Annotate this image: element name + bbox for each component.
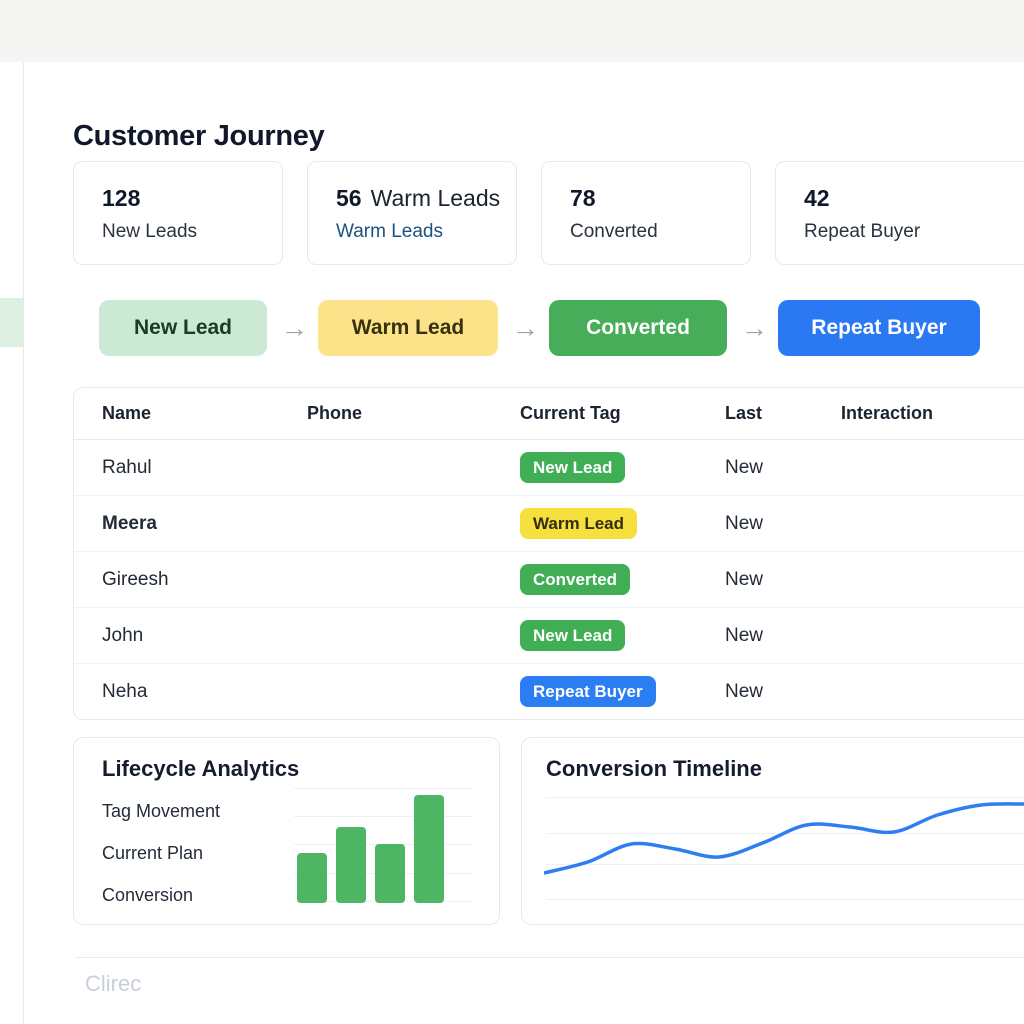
stat-value: 128 [102,185,141,211]
table-row: Meera Warm Lead New [74,496,1024,552]
left-rail [0,62,24,1024]
tag-badge: New Lead [520,619,626,652]
cell-last: New [725,680,764,702]
panel-title: Lifecycle Analytics [102,756,300,781]
stage-label: New Lead [133,316,233,339]
footer-divider [75,957,1024,958]
table-row: John New Lead New [74,608,1024,664]
stat-label: Converted [570,221,658,242]
table-row: Rahul New Lead New [74,440,1024,496]
bar [336,827,366,903]
timeline-line-path [544,802,1024,875]
stage-label: Repeat Buyer [811,316,947,339]
bar [414,795,444,903]
column-header-last: Last [725,403,763,423]
lifecycle-item-conversion: Conversion [102,885,194,905]
column-header-current-tag: Current Tag [520,403,621,423]
column-header-interaction: Interaction [841,403,934,423]
cell-last: New [725,624,764,646]
column-header-name: Name [102,403,152,423]
stage-pill-new-lead[interactable]: New Lead [99,300,267,356]
cell-last: New [725,456,764,478]
tag-badge: Repeat Buyer [520,675,656,708]
left-rail-highlight [0,298,23,347]
column-header-phone: Phone [307,403,363,423]
lifecycle-analytics-card: Lifecycle Analytics Tag Movement Current… [73,737,500,925]
table-row: Neha Repeat Buyer New [74,664,1024,719]
stat-value: 78 [570,185,596,211]
stat-label: Warm Leads [336,221,443,242]
stat-suffix: Warm Leads [370,185,501,211]
tag-badge: Converted [520,563,631,596]
panel-title: Conversion Timeline [546,756,762,781]
stat-card-converted: 78 Converted [541,161,751,265]
stat-card-warm-leads: 56 Warm Leads Warm Leads [307,161,517,265]
stat-card-repeat-buyer: 42 Repeat Buyer [775,161,1024,265]
table-row: Gireesh Converted New [74,552,1024,608]
cell-name: Neha [102,680,148,702]
stage-pill-warm-lead[interactable]: Warm Lead [318,300,498,356]
stats-row: 128 New Leads 56 Warm Leads Warm Leads 7… [73,161,1024,265]
lifecycle-item-current-plan: Current Plan [102,843,204,863]
stage-pill-repeat-buyer[interactable]: Repeat Buyer [778,300,980,356]
cell-name: Meera [102,512,157,534]
stat-label: Repeat Buyer [804,221,921,242]
pipeline: New Lead → Warm Lead → Converted → Repea… [99,300,980,356]
tag-badge: New Lead [520,451,626,484]
tag-badge: Warm Lead [520,507,638,540]
lifecycle-list: Tag Movement Current Plan Conversion [102,801,220,927]
timeline-svg [544,802,1024,875]
stage-label: Warm Lead [351,316,465,339]
leads-table: Name Phone Current Tag Last Interaction … [73,387,1024,720]
arrow-right-icon: → [281,312,308,343]
cell-name: Rahul [102,456,152,478]
conversion-timeline-card: Conversion Timeline [521,737,1024,925]
cell-last: New [725,568,764,590]
arrow-right-icon: → [741,312,768,343]
lifecycle-item-tag-movement: Tag Movement [102,801,221,821]
table-header: Name Phone Current Tag Last Interaction [74,388,1024,440]
cell-name: Gireesh [102,568,169,590]
bar [297,853,327,903]
bar [375,844,405,903]
watermark-text: Clirec [85,971,142,996]
stat-label: New Leads [102,221,198,242]
arrow-right-icon: → [512,312,539,343]
page-title: Customer Journey [73,120,325,153]
bar-group [297,788,444,903]
top-bar [0,0,1024,62]
stage-pill-converted[interactable]: Converted [549,300,727,356]
stat-value: 42 [804,185,830,211]
stat-card-new-leads: 128 New Leads [73,161,283,265]
cell-last: New [725,512,764,534]
stage-label: Converted [586,316,690,339]
cell-name: John [102,624,144,646]
stat-value: 56 [336,185,362,211]
